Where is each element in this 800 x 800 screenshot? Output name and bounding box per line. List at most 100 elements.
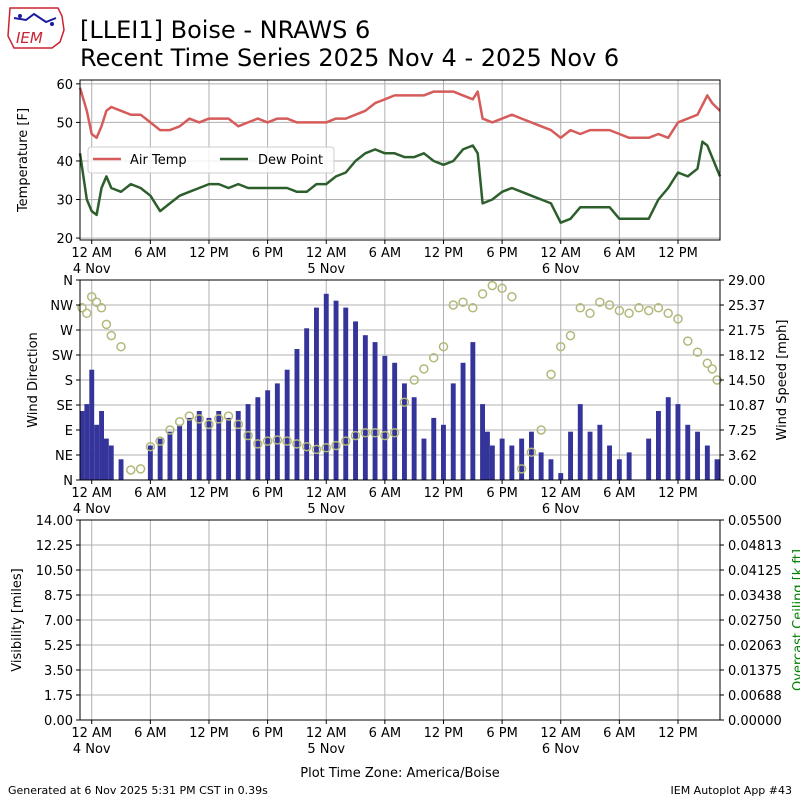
wind-direction-point — [702, 358, 713, 369]
ceiling-tick-label: 0.02063 — [728, 639, 782, 654]
x-tick-label: 6 PM — [486, 246, 517, 261]
legend-box — [87, 146, 335, 174]
wind-dir-tick-label: SW — [52, 349, 73, 364]
x-tick-label: 6 AM — [134, 246, 167, 261]
wind-direction-point — [516, 464, 527, 474]
x-tick-label: 12 AM — [540, 486, 581, 501]
x-tick-label: 6 AM — [603, 486, 636, 501]
ceiling-tick-label: 0.03438 — [728, 589, 782, 604]
wind-speed-bar — [372, 342, 378, 480]
wind-speed-bar — [499, 438, 505, 480]
wind-speed-tick-label: 0.00 — [728, 474, 757, 489]
wind-direction-point — [194, 414, 204, 424]
wind-direction-point — [233, 419, 244, 430]
wind-dir-tick-label: N — [63, 474, 73, 489]
temperature-axes-frame — [79, 79, 721, 241]
wind-speed-tick-label: 25.37 — [728, 299, 765, 314]
wind-speed-bar — [568, 431, 573, 480]
generated-timestamp: Generated at 6 Nov 2025 5:31 PM CST in 0… — [8, 784, 268, 797]
wind-direction-point — [707, 364, 717, 374]
wind-direction-point — [106, 330, 117, 341]
wind-direction-point — [643, 305, 654, 316]
wind-speed-bar — [196, 411, 202, 480]
wind-direction-point — [683, 336, 693, 346]
x-tick-label: 12 PM — [189, 246, 229, 261]
x-tick-label: 12 AM — [71, 486, 112, 501]
x-tick-label: 12 PM — [658, 726, 698, 741]
visibility-panel: 12 AM 6 AM 12 PM 6 PM 12 AM 6 AM 12 PM 6 PM 12 A… — [10, 514, 800, 757]
ceiling-tick-label: 0.01375 — [728, 664, 782, 679]
wind-direction-point — [692, 347, 703, 357]
wind-speed-bar — [108, 445, 114, 480]
wind-direction-point — [116, 341, 126, 352]
wind-direction-point — [634, 303, 644, 313]
wind-direction-ylabel: Wind Direction — [26, 332, 41, 428]
wind-speed-bar — [118, 459, 124, 480]
x-tick-label: 6 PM — [486, 486, 517, 501]
temperature-legend: Air Temp Dew Point — [87, 146, 335, 174]
logo-text: IEM — [16, 29, 43, 47]
wind-speed-ylabel: Wind Speed [mph] — [775, 320, 790, 441]
ceiling-tick-label: 0.00000 — [728, 714, 782, 729]
wind-speed-bar — [460, 362, 466, 480]
visibility-tick-label: 5.25 — [44, 639, 73, 654]
wind-speed-bar — [685, 424, 691, 480]
y-tick-label: 30 — [56, 194, 73, 209]
wind-direction-point — [282, 436, 292, 446]
wind-speed-bar — [284, 369, 290, 480]
wind-direction-point — [301, 441, 312, 452]
wind-direction-point — [204, 419, 214, 430]
wind-speed-bar — [382, 355, 388, 480]
wind-direction-point — [370, 428, 380, 438]
x-date-label: 5 Nov — [307, 742, 345, 757]
wind-speed-bar — [294, 349, 300, 480]
x-tick-label: 12 AM — [540, 726, 581, 741]
wind-speed-tick-label: 10.87 — [728, 399, 765, 414]
wind-direction-point — [135, 464, 146, 474]
x-tick-label: 12 AM — [306, 246, 347, 261]
wind-direction-point — [565, 330, 576, 341]
wind-direction-point — [272, 435, 283, 445]
wind-direction-point — [428, 353, 439, 363]
air-temp-line — [78, 87, 721, 140]
wind-speed-tick-label: 18.12 — [728, 349, 765, 364]
wind-direction-point — [253, 439, 263, 449]
visibility-tick-label: 8.75 — [44, 589, 73, 604]
wind-speed-bar — [274, 383, 280, 480]
wind-dir-tick-label: W — [60, 324, 73, 339]
chart-title-station: [LLEI1] Boise - NRAWS 6 — [80, 16, 371, 44]
wind-speed-bar — [538, 452, 544, 480]
wind-dir-tick-label: SE — [57, 399, 73, 414]
x-tick-label: 12 PM — [189, 726, 229, 741]
wind-direction-point — [341, 436, 351, 446]
wind-speed-bar — [616, 459, 622, 480]
x-tick-label: 6 AM — [134, 726, 167, 741]
visibility-tick-label: 7.00 — [44, 614, 73, 629]
wind-speed-bar — [411, 397, 417, 480]
wind-direction-point — [673, 314, 683, 324]
visibility-tick-label: 3.50 — [44, 664, 73, 679]
wind-direction-point — [614, 305, 625, 316]
x-tick-label: 12 PM — [424, 246, 464, 261]
wind-direction-point — [624, 308, 634, 319]
wind-speed-bar — [548, 459, 554, 480]
x-tick-label: 6 AM — [369, 486, 402, 501]
dew-point-line — [78, 140, 722, 224]
wind-speed-bar — [480, 404, 485, 480]
x-date-label: 4 Nov — [73, 502, 111, 517]
x-tick-label: 6 AM — [603, 726, 636, 741]
wind-speed-bar — [450, 383, 456, 480]
wind-direction-point — [536, 425, 546, 435]
wind-speed-bar — [362, 335, 368, 480]
visibility-tick-label: 0.00 — [44, 714, 73, 729]
wind-speed-bar — [265, 390, 271, 480]
wind-direction-point — [126, 465, 136, 475]
x-tick-label: 12 AM — [306, 726, 347, 741]
wind-speed-bar — [675, 404, 681, 480]
wind-direction-point — [86, 291, 97, 302]
wind-direction-point — [155, 436, 165, 446]
wind-direction-point — [448, 300, 459, 310]
wind-speed-bar — [485, 431, 490, 480]
wind-speed-bar — [392, 362, 398, 480]
